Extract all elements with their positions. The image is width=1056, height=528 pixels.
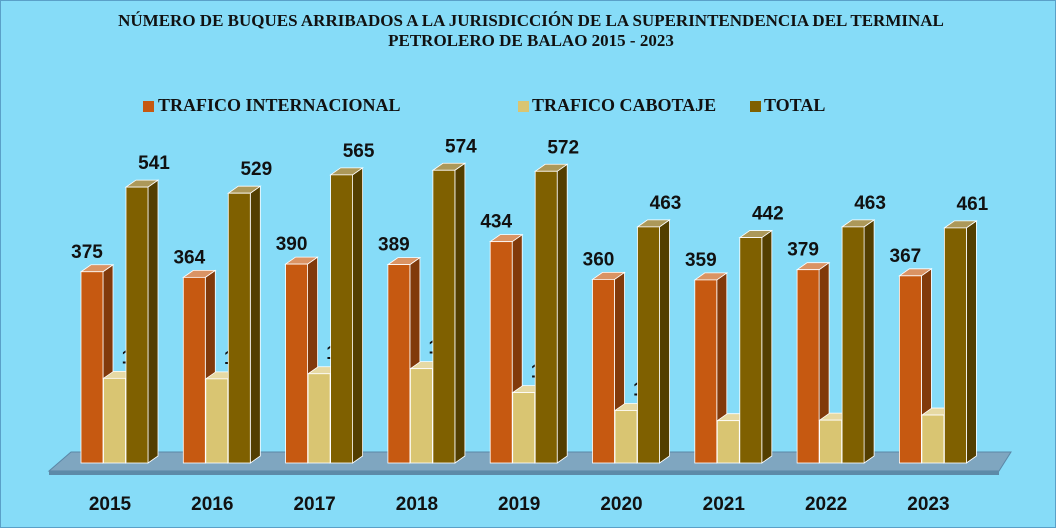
data-label: 379 bbox=[787, 240, 819, 261]
bar bbox=[796, 269, 820, 464]
bar bbox=[125, 186, 149, 464]
legend-swatch bbox=[750, 101, 761, 112]
data-label: 463 bbox=[650, 193, 682, 214]
x-tick-label: 2016 bbox=[191, 494, 233, 515]
data-label: 389 bbox=[378, 235, 410, 256]
bar bbox=[819, 419, 842, 464]
x-tick-label: 2018 bbox=[396, 494, 438, 515]
bar bbox=[387, 264, 411, 464]
x-tick-label: 2015 bbox=[89, 494, 132, 515]
legend-swatch bbox=[143, 101, 154, 112]
data-label: 529 bbox=[240, 159, 272, 180]
data-label: 359 bbox=[685, 250, 717, 271]
bar bbox=[592, 278, 615, 464]
x-tick-label: 2019 bbox=[498, 494, 540, 515]
bar bbox=[534, 170, 558, 464]
bar-side bbox=[352, 167, 364, 464]
bar bbox=[739, 237, 763, 464]
bar bbox=[432, 169, 456, 464]
bar bbox=[614, 410, 638, 464]
bar bbox=[80, 271, 104, 464]
x-tick-label: 2021 bbox=[703, 494, 746, 515]
x-tick-label: 2022 bbox=[805, 494, 847, 515]
legend-label: TRAFICO CABOTAJE bbox=[532, 95, 716, 115]
data-label: 390 bbox=[276, 234, 308, 255]
legend-swatch bbox=[518, 101, 529, 112]
bar bbox=[489, 241, 513, 464]
bar-side bbox=[659, 219, 670, 464]
bar-side bbox=[454, 162, 466, 464]
data-label: 360 bbox=[583, 249, 615, 270]
bar-side bbox=[863, 219, 875, 464]
data-label: 375 bbox=[71, 242, 103, 263]
data-label: 364 bbox=[173, 247, 205, 268]
bar bbox=[409, 368, 433, 464]
bar-side bbox=[761, 229, 773, 464]
bar bbox=[637, 226, 660, 464]
legend-label: TOTAL bbox=[764, 95, 825, 115]
bar bbox=[944, 227, 967, 464]
bar bbox=[182, 276, 206, 464]
data-label: 463 bbox=[854, 193, 886, 214]
bar bbox=[694, 279, 718, 464]
floor-edge bbox=[49, 471, 999, 475]
legend-label: TRAFICO INTERNACIONAL bbox=[158, 95, 401, 115]
bar bbox=[899, 275, 922, 464]
data-label: 565 bbox=[343, 141, 375, 162]
x-tick-label: 2023 bbox=[907, 494, 949, 515]
bar bbox=[285, 263, 309, 464]
bar bbox=[227, 192, 251, 464]
bar bbox=[307, 373, 331, 464]
bar bbox=[103, 377, 126, 464]
bar-side bbox=[966, 220, 977, 464]
bar-side bbox=[556, 163, 568, 464]
x-tick-label: 2017 bbox=[293, 494, 335, 515]
bar-side bbox=[147, 179, 159, 464]
bar bbox=[841, 226, 865, 464]
bar bbox=[330, 174, 354, 464]
chart-title: NÚMERO DE BUQUES ARRIBADOS A LA JURISDIC… bbox=[118, 11, 944, 50]
bar-side bbox=[249, 185, 261, 464]
data-label: 434 bbox=[480, 212, 512, 233]
data-label: 461 bbox=[957, 194, 989, 215]
data-label: 367 bbox=[890, 246, 922, 267]
data-label: 442 bbox=[752, 204, 784, 225]
x-tick-label: 2020 bbox=[600, 494, 642, 515]
bar bbox=[921, 414, 945, 464]
bar bbox=[716, 420, 740, 464]
bar bbox=[205, 378, 229, 464]
data-label: 574 bbox=[445, 136, 477, 157]
bar bbox=[512, 392, 536, 464]
data-label: 541 bbox=[138, 153, 170, 174]
data-label: 572 bbox=[547, 137, 579, 158]
